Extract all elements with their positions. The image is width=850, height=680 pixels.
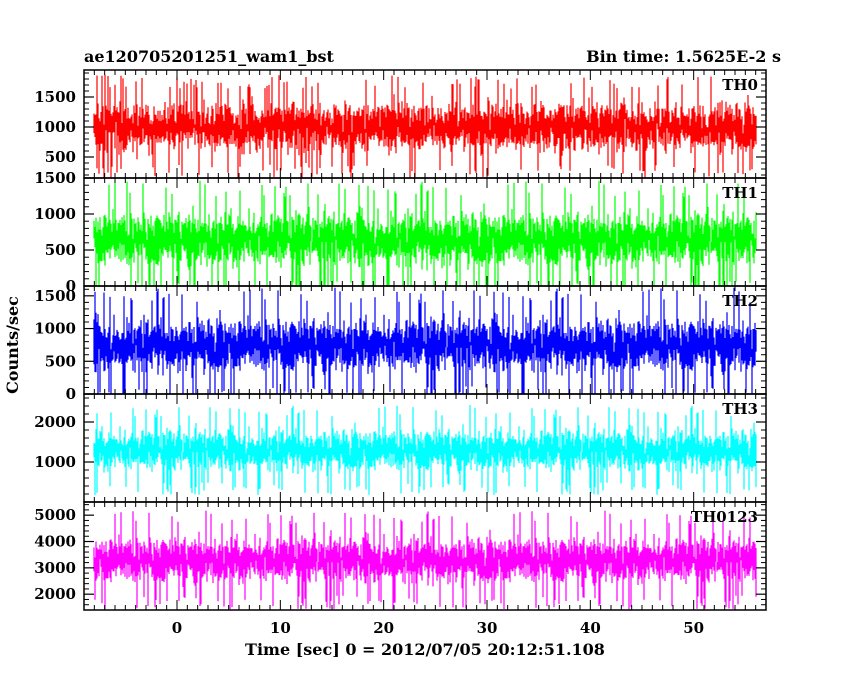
panel-th3: 1000 2000 TH3 [34,393,767,503]
x-axis-label: Time [sec] 0 = 2012/07/05 20:12:51.108 [245,640,605,659]
x-tick-label: 50 [683,619,704,637]
series-th0 [93,74,757,178]
panel-label-th0123: TH0123 [691,508,758,526]
bin-time-label: Bin time: 1.5625E-2 s [586,47,781,66]
panel-label-th1: TH1 [722,184,758,202]
series-th3 [93,405,757,495]
y-tick-label: 1500 [34,88,76,106]
y-tick-label: 2000 [34,413,76,431]
panel-th2: 0 500 1000 1500 TH2 [34,285,767,403]
y-tick-label: 1000 [34,320,76,338]
panels-group: 500 1000 1500 TH0 0 500 1000 1500 TH1 0 500 1000 150… [34,69,767,611]
panel-label-th0: TH0 [722,76,758,94]
y-tick-label: 5000 [34,506,76,524]
y-tick-label: 2000 [34,585,76,603]
x-tick-label: 40 [580,619,601,637]
y-tick-label: 1000 [34,118,76,136]
y-tick-label: 0 [66,385,76,403]
x-tick-label: 0 [172,619,182,637]
panel-th1: 0 500 1000 1500 TH1 [34,169,767,295]
y-tick-label: 3000 [34,559,76,577]
y-tick-label: 500 [45,352,76,370]
y-tick-label: 500 [45,148,76,166]
x-axis: 0 10 20 30 40 50 [172,619,704,637]
x-tick-label: 30 [477,619,498,637]
x-tick-label: 20 [373,619,394,637]
x-tick-label: 10 [270,619,291,637]
y-tick-label: 500 [45,241,76,259]
y-tick-label: 4000 [34,533,76,551]
panel-label-th2: TH2 [722,292,758,310]
panel-th0123: 2000 3000 4000 5000 TH0123 [34,501,767,611]
series-th1 [93,180,757,286]
y-tick-label: 1500 [34,169,76,187]
y-tick-label: 1500 [34,287,76,305]
y-tick-label: 1000 [34,205,76,223]
y-tick-label: 0 [66,277,76,295]
y-tick-label: 1000 [34,453,76,471]
chart-title: ae120705201251_wam1_bst [84,47,335,66]
y-axis-label: Counts/sec [3,296,22,394]
panel-label-th3: TH3 [722,400,758,418]
panel-th0: 500 1000 1500 TH0 [34,69,767,179]
series-th0123 [93,510,757,610]
series-th2 [93,287,757,394]
